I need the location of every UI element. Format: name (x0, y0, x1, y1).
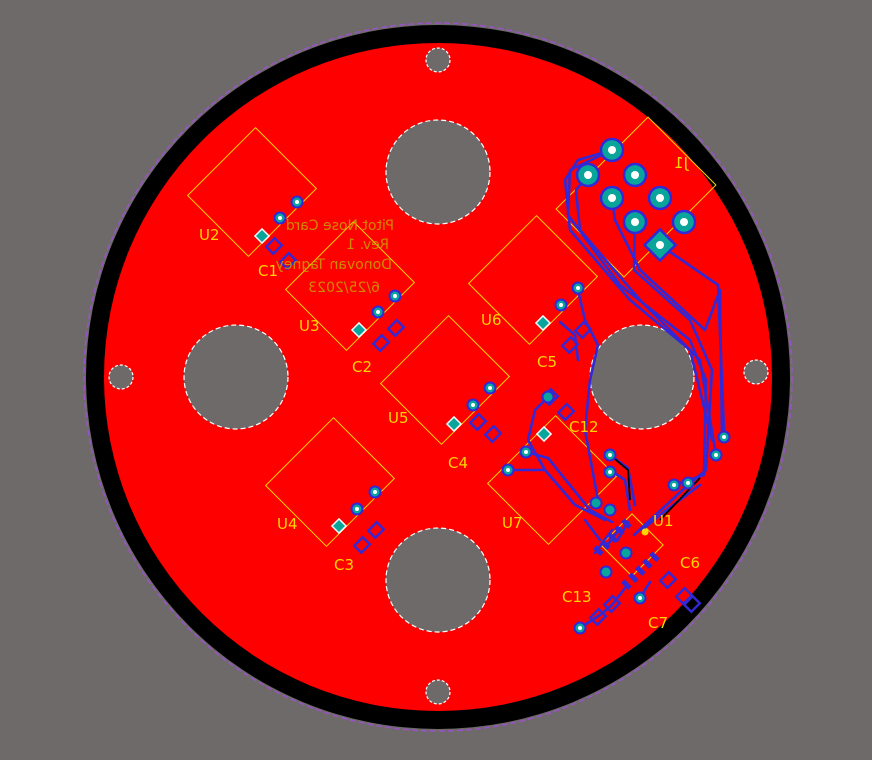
ref-c6: C6 (680, 554, 700, 572)
mount-hole-top (425, 47, 451, 73)
silk-line-3: Donovan Tagney (276, 257, 392, 273)
through-hole-pads (273, 195, 731, 635)
smd-pads (264, 236, 702, 627)
ref-u5: U5 (388, 409, 409, 427)
large-hole-top (385, 119, 491, 225)
ref-u7: U7 (502, 514, 523, 532)
j1-label-mirrored: J1 (674, 154, 689, 172)
mount-hole-bottom (425, 679, 451, 705)
ref-c1: C1 (258, 262, 278, 280)
traces (506, 148, 726, 630)
mount-hole-left (108, 364, 134, 390)
ref-c3: C3 (334, 556, 354, 574)
silk-line-2: Rev. 1 (346, 237, 389, 253)
square-pads (253, 227, 553, 535)
ref-j1: J1 (674, 154, 689, 172)
ref-c2: C2 (352, 358, 372, 376)
ref-c12: C12 (569, 418, 599, 436)
ref-u4: U4 (277, 515, 298, 533)
silk-line-4: 6/25/2023 (308, 280, 380, 296)
reference-labels: U2 C1 U3 C2 U5 C4 U6 C5 C12 U4 C3 U7 U1 … (199, 226, 700, 632)
ref-u2: U2 (199, 226, 220, 244)
ref-u1: U1 (653, 512, 674, 530)
ref-c7: C7 (648, 614, 668, 632)
u1-pins (593, 518, 660, 590)
pad-holes (278, 200, 726, 630)
ref-c4: C4 (448, 454, 468, 472)
large-hole-bottom (385, 527, 491, 633)
ref-u3: U3 (299, 317, 320, 335)
board-outline (83, 22, 793, 732)
ref-c13: C13 (562, 588, 592, 606)
j1-pads (575, 137, 697, 263)
large-hole-left (183, 324, 289, 430)
silk-line-1: Pitot Nose Card (286, 218, 394, 234)
silkscreen-text: Pitot Nose Card Rev. 1 Donovan Tagney 6/… (276, 218, 394, 296)
large-holes (183, 119, 695, 633)
mount-hole-right (743, 359, 769, 385)
mounting-holes (108, 47, 769, 705)
u1-pin1-marker (641, 528, 649, 536)
ref-c5: C5 (537, 353, 557, 371)
ref-u6: U6 (481, 311, 502, 329)
